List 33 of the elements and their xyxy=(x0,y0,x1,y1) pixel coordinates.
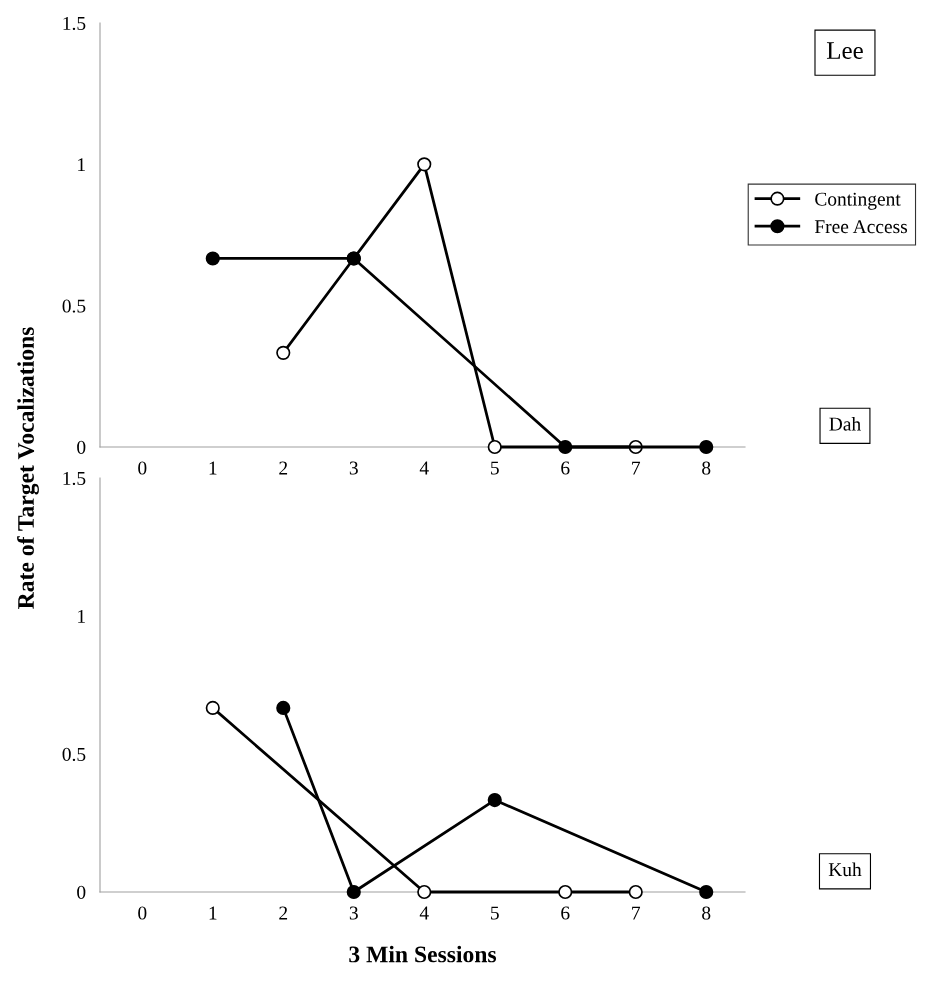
x-tick-label: 6 xyxy=(561,906,570,920)
y-tick-label: 0 xyxy=(77,885,86,899)
x-tick-label: 1 xyxy=(209,461,217,475)
legend-label: Free Access xyxy=(814,220,908,234)
x-tick-label: 8 xyxy=(702,906,711,920)
y-tick-label: 1.5 xyxy=(63,16,86,31)
x-tick-label: 4 xyxy=(419,906,429,920)
x-tick-label: 6 xyxy=(561,461,570,475)
x-tick-label: 1 xyxy=(209,906,217,920)
x-tick-label: 2 xyxy=(279,461,288,475)
y-tick-label: 1.5 xyxy=(63,471,86,486)
legend-label: Contingent xyxy=(815,192,901,210)
y-tick-label: 1 xyxy=(78,158,85,172)
x-tick-label: 0 xyxy=(138,461,147,475)
text: Lee xyxy=(826,42,863,59)
y-axis-title: Rate of Target Vocalizations xyxy=(17,327,39,609)
text: Dah xyxy=(829,416,861,431)
y-tick-label: 0 xyxy=(77,440,86,454)
x-tick-label: 5 xyxy=(491,906,499,920)
x-tick-label: 5 xyxy=(491,461,499,475)
y-tick-label: 0.5 xyxy=(62,747,86,762)
text: Kuh xyxy=(828,862,862,877)
y-tick-label: 1 xyxy=(78,609,85,623)
x-tick-label: 7 xyxy=(632,461,641,475)
x-tick-label: 8 xyxy=(702,461,711,475)
x-tick-label: 3 xyxy=(349,461,358,475)
x-tick-label: 7 xyxy=(632,906,641,920)
x-axis-title: 3 Min Sessions xyxy=(349,945,497,963)
x-tick-label: 3 xyxy=(349,906,358,920)
x-tick-label: 0 xyxy=(138,906,147,920)
x-tick-label: 2 xyxy=(279,906,288,920)
x-tick-label: 4 xyxy=(419,461,429,475)
y-tick-label: 0.5 xyxy=(62,299,86,313)
